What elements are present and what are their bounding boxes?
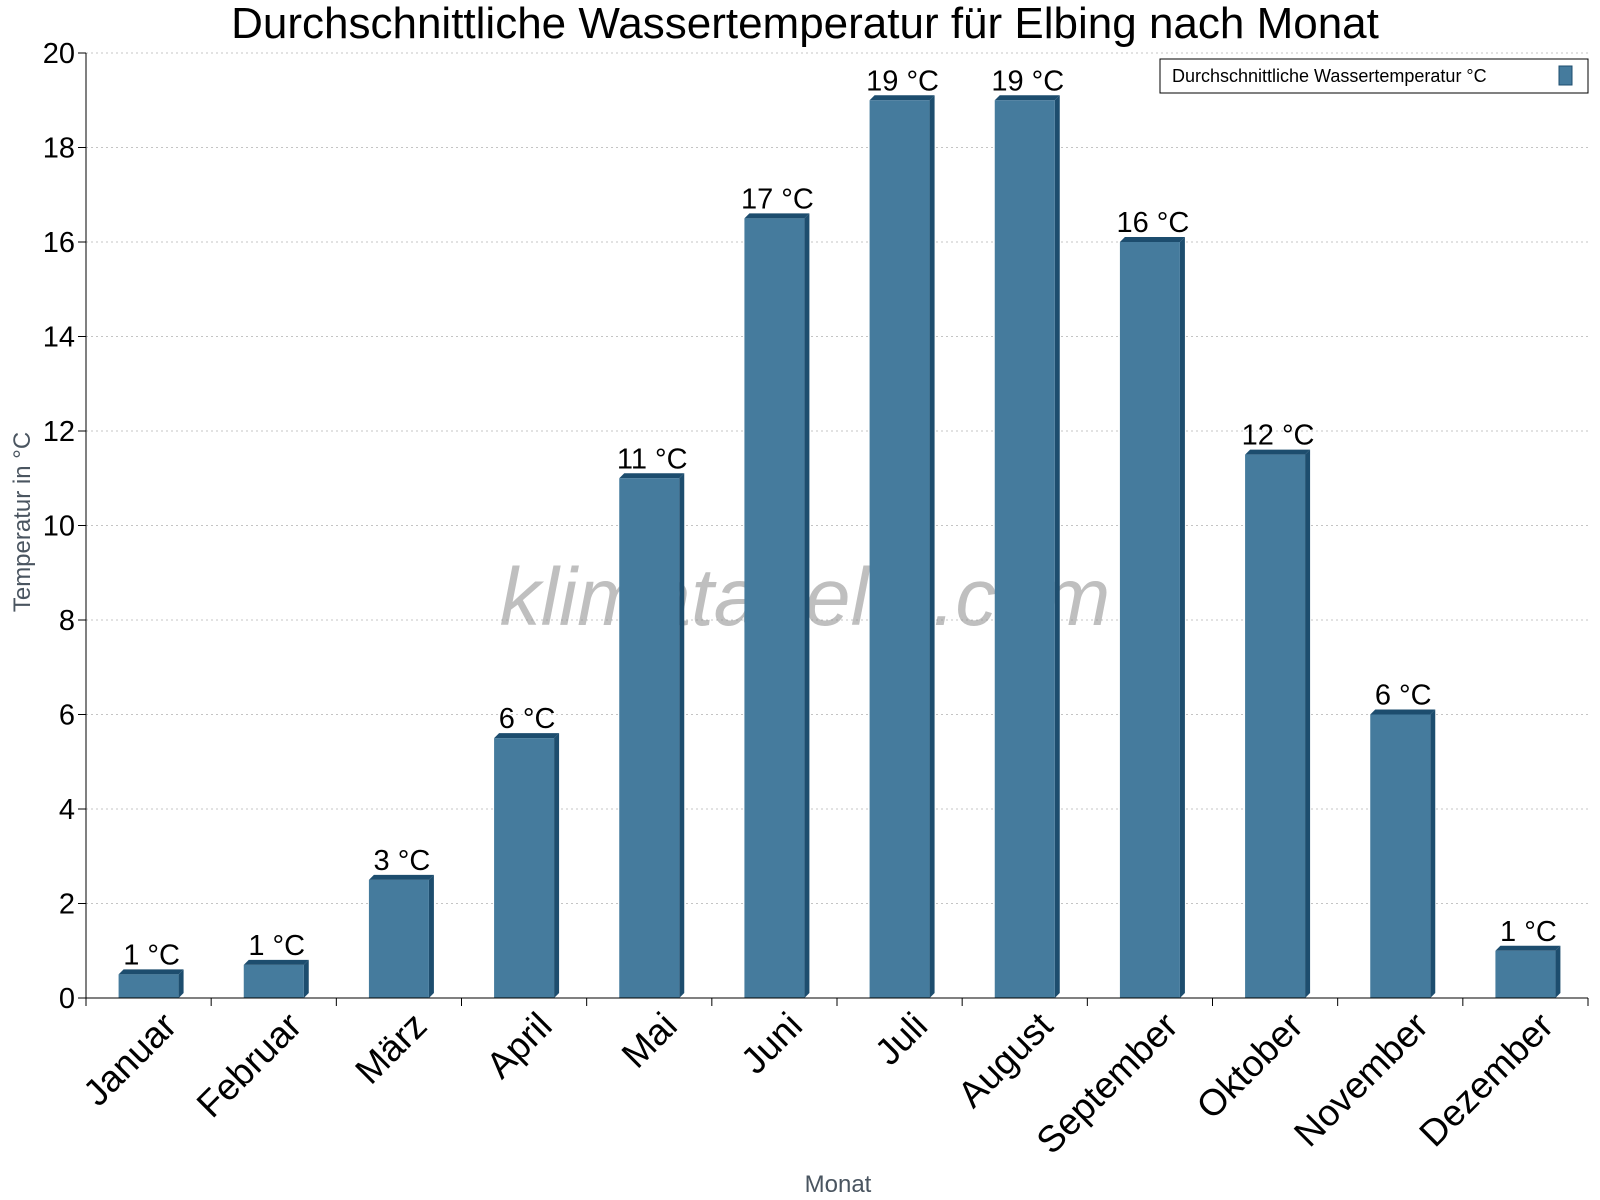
bar-side xyxy=(303,959,309,998)
bar-front xyxy=(118,974,179,998)
bar xyxy=(368,874,434,998)
bar-top xyxy=(619,473,685,479)
bar-side xyxy=(1054,95,1060,998)
bar-front xyxy=(619,478,680,998)
y-tick-label: 8 xyxy=(59,605,75,637)
bar xyxy=(1119,237,1185,998)
bar-value-label: 1 °C xyxy=(248,930,305,962)
x-tick-label: Januar xyxy=(75,1005,184,1114)
bar-value-label: 1 °C xyxy=(123,939,180,971)
bar-value-label: 16 °C xyxy=(1116,207,1189,239)
y-tick-label: 0 xyxy=(59,983,75,1015)
bar-side xyxy=(178,969,184,998)
bar-value-label: 11 °C xyxy=(617,443,688,475)
x-tick-label: April xyxy=(478,1005,559,1086)
y-tick-label: 20 xyxy=(43,38,75,70)
legend-box xyxy=(1159,58,1589,94)
bar-top xyxy=(368,874,434,880)
bar-top xyxy=(1495,945,1561,951)
bar-front xyxy=(1119,242,1180,998)
bar-side xyxy=(554,733,560,998)
bar xyxy=(869,95,935,998)
x-tick-label: November xyxy=(1286,1005,1436,1155)
y-axis-label: Temperatur in °C xyxy=(9,432,36,612)
bar-front xyxy=(1370,714,1431,998)
bar-side xyxy=(1305,449,1311,998)
bar-side xyxy=(804,213,810,998)
y-tick-label: 12 xyxy=(43,416,75,448)
bar-value-label: 3 °C xyxy=(374,845,431,877)
bar-top xyxy=(994,95,1060,101)
bar xyxy=(619,473,685,998)
bar-top xyxy=(869,95,935,101)
y-tick-label: 18 xyxy=(43,133,75,165)
x-tick-label: Juni xyxy=(733,1005,810,1082)
bar-top xyxy=(1245,449,1311,455)
y-tick-label: 16 xyxy=(43,227,75,259)
bar-top xyxy=(1119,237,1185,242)
x-tick-label: März xyxy=(347,1005,434,1092)
bar xyxy=(494,733,560,998)
bar xyxy=(1495,945,1561,998)
bar-side xyxy=(1179,237,1185,998)
bar-front xyxy=(494,738,555,998)
bar-front xyxy=(744,218,805,998)
y-tick-label: 10 xyxy=(43,511,75,543)
x-tick-label: Mai xyxy=(614,1005,685,1076)
x-tick-labels: Januar Februar März April Mai Juni Juli AugustS… xyxy=(75,1004,1561,1161)
y-tick-label: 4 xyxy=(59,794,75,826)
bar-top xyxy=(118,969,184,975)
bar xyxy=(994,95,1060,998)
bar-front xyxy=(994,100,1055,998)
bar-side xyxy=(679,473,685,998)
bar-value-label: 6 °C xyxy=(499,703,556,735)
bar-front xyxy=(869,100,930,998)
bar xyxy=(744,213,810,998)
bar-top xyxy=(243,959,309,965)
bar-front xyxy=(1495,950,1556,998)
legend: Durchschnittliche Wassertemperatur °C xyxy=(1159,58,1589,94)
bar-value-label: 1 °C xyxy=(1500,916,1557,948)
bar-side xyxy=(428,874,434,998)
bar-top xyxy=(494,733,560,739)
axes xyxy=(78,52,1589,1006)
legend-entry-label: Durchschnittliche Wassertemperatur °C xyxy=(1172,66,1487,86)
y-tick-label: 14 xyxy=(43,322,75,354)
x-axis-label: Monat xyxy=(805,1171,872,1198)
bar-front xyxy=(368,879,429,998)
bar-value-label: 17 °C xyxy=(741,183,814,215)
bar xyxy=(243,959,309,998)
x-tick-label: Juli xyxy=(867,1005,935,1073)
bar-side xyxy=(1555,945,1561,998)
bar-front xyxy=(243,964,304,998)
bar xyxy=(1370,709,1436,998)
bar-value-label: 12 °C xyxy=(1242,420,1315,452)
bar-value-label: 6 °C xyxy=(1375,680,1432,712)
bar-side xyxy=(1430,709,1436,998)
x-tick-label: August xyxy=(950,1004,1061,1115)
bar xyxy=(118,969,184,998)
bar-side xyxy=(929,95,935,998)
y-tick-labels: 0 2 4 6 8 10 12 14 16 18 20 xyxy=(43,38,75,1015)
gridlines xyxy=(86,52,1588,904)
bars-group: 1 °C 1 °C 3 °C 6 °C 11 °C 17 °C 19 °C 19 °C 16 °… xyxy=(118,65,1561,998)
y-tick-label: 6 xyxy=(59,700,75,732)
x-tick-label: Dezember xyxy=(1411,1005,1561,1155)
bar-value-label: 19 °C xyxy=(991,65,1064,97)
y-tick-label: 2 xyxy=(59,889,75,921)
x-tick-label: Februar xyxy=(189,1005,310,1126)
bar-top xyxy=(1370,709,1436,715)
chart-title: Durchschnittliche Wassertemperatur für E… xyxy=(231,0,1379,48)
bar-top xyxy=(744,213,810,219)
bar xyxy=(1245,449,1311,998)
legend-swatch xyxy=(1558,65,1573,86)
bar-front xyxy=(1245,454,1306,998)
x-tick-label: Oktober xyxy=(1189,1005,1311,1127)
bar-value-label: 19 °C xyxy=(866,65,939,97)
